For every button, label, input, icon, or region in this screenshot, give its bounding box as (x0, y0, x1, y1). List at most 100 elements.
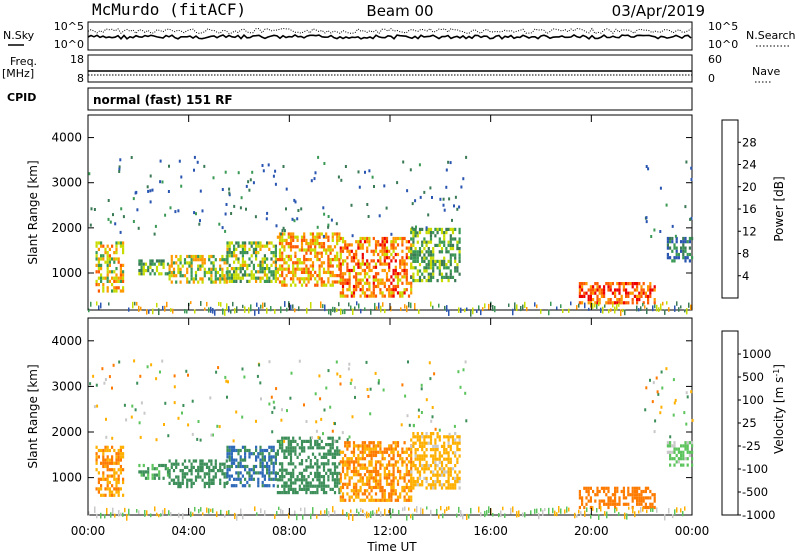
data-cell (673, 457, 676, 461)
data-cell (261, 257, 264, 261)
data-cell (322, 475, 326, 479)
data-cell (372, 252, 375, 257)
data-cell (383, 184, 386, 188)
data-cell (656, 304, 658, 312)
data-cell (394, 252, 397, 257)
data-cell (403, 460, 406, 464)
data-cell (281, 465, 284, 469)
data-cell (370, 495, 373, 499)
data-cell (140, 259, 143, 263)
data-cell (627, 294, 630, 298)
data-cell (642, 499, 645, 503)
data-cell (432, 473, 435, 477)
data-cell (346, 288, 349, 292)
data-cell (636, 285, 639, 289)
data-cell (401, 463, 404, 467)
data-cell (237, 171, 240, 175)
data-cell (372, 281, 375, 285)
data-cell (622, 489, 625, 494)
data-cell (248, 474, 251, 478)
data-cell (239, 480, 242, 485)
data-cell (97, 487, 100, 491)
data-cell (107, 217, 110, 221)
data-cell (522, 512, 524, 517)
data-cell (436, 480, 439, 484)
data-cell (298, 261, 301, 265)
data-cell (226, 251, 229, 255)
data-cell (544, 508, 546, 512)
data-cell (682, 240, 685, 244)
y-tick-label: 1000 (51, 266, 82, 280)
data-cell (412, 240, 415, 244)
data-cell (320, 283, 323, 287)
data-cell (239, 270, 242, 274)
data-cell (341, 236, 345, 241)
data-cell (104, 487, 107, 491)
data-cell (348, 513, 350, 520)
data-cell (190, 465, 193, 469)
data-cell (228, 241, 231, 245)
data-cell (429, 432, 433, 436)
data-cell (289, 443, 293, 447)
data-cell (364, 512, 366, 517)
data-cell (359, 479, 362, 483)
nsky-trace (87, 33, 692, 40)
data-cell (661, 386, 664, 390)
data-cell (111, 436, 114, 440)
data-cell (355, 489, 358, 493)
data-cell (244, 263, 247, 267)
data-cell (182, 404, 185, 407)
data-cell (581, 301, 584, 305)
data-cell (429, 448, 433, 452)
data-cell (405, 278, 408, 282)
data-cell (645, 165, 648, 168)
data-cell (673, 447, 676, 451)
data-cell (197, 469, 200, 473)
data-cell (97, 448, 100, 453)
data-cell (244, 458, 247, 462)
data-cell (598, 499, 601, 503)
data-cell (348, 435, 351, 439)
data-cell (447, 266, 450, 270)
data-cell (296, 245, 299, 249)
data-cell (130, 415, 133, 419)
data-cell (332, 506, 334, 513)
data-cell (458, 247, 461, 251)
data-cell (432, 256, 435, 260)
data-cell (339, 236, 342, 241)
data-cell (633, 282, 636, 286)
data-cell (370, 460, 373, 464)
data-cell (458, 307, 460, 313)
data-cell (143, 411, 146, 415)
data-cell (434, 444, 437, 448)
data-cell (159, 370, 161, 374)
data-cell (451, 275, 455, 279)
data-cell (454, 227, 457, 231)
data-cell (288, 512, 290, 519)
data-cell (192, 254, 195, 259)
data-cell (203, 274, 206, 278)
data-cell (193, 168, 195, 172)
data-cell (370, 268, 373, 273)
data-cell (148, 309, 150, 314)
data-cell (97, 241, 100, 245)
data-cell (638, 502, 641, 506)
data-cell (226, 244, 229, 248)
data-cell (374, 460, 378, 464)
data-cell (287, 232, 290, 236)
data-cell (97, 455, 100, 459)
data-cell (618, 291, 621, 295)
data-cell (399, 265, 402, 269)
data-cell (368, 268, 371, 273)
data-cell (329, 274, 332, 278)
data-cell (417, 415, 420, 419)
data-cell (392, 272, 395, 276)
data-cell (336, 254, 339, 258)
data-cell (425, 250, 428, 254)
data-cell (261, 276, 264, 280)
data-cell (117, 452, 120, 456)
data-cell (113, 487, 116, 491)
data-cell (300, 443, 304, 447)
data-cell (341, 284, 345, 289)
data-cell (618, 512, 620, 517)
